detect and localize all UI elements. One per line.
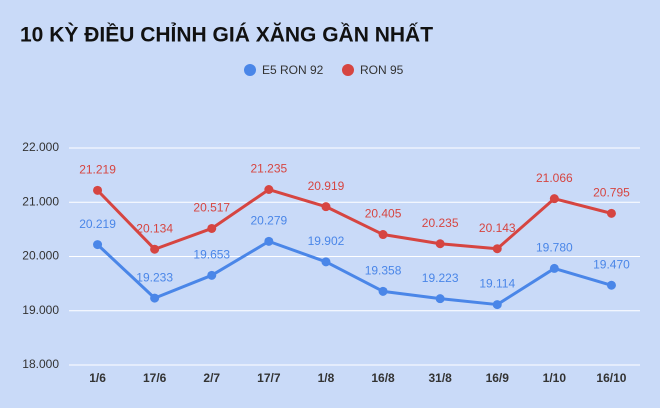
point [435, 294, 445, 304]
x-tick-label: 1/10 [543, 371, 567, 385]
series-line [96, 239, 612, 307]
point [606, 280, 616, 290]
value-label: 19.223 [422, 271, 459, 285]
point [492, 300, 502, 310]
x-tick-label: 16/9 [486, 371, 510, 385]
point [93, 240, 103, 250]
y-tick-label: 22.000 [22, 140, 59, 154]
value-label: 21.066 [536, 171, 573, 185]
x-tick-label: 1/8 [318, 371, 335, 385]
point [549, 263, 559, 273]
chart-title: 10 KỲ ĐIỀU CHỈNH GIÁ XĂNG GẦN NHẤT [20, 23, 433, 47]
y-tick-label: 21.000 [22, 194, 59, 208]
value-label: 20.219 [79, 217, 116, 231]
point [492, 244, 502, 254]
point [150, 293, 160, 303]
y-tick-label: 19.000 [22, 303, 59, 317]
x-tick-label: 17/6 [143, 371, 167, 385]
point [207, 223, 217, 233]
legend-label: E5 RON 92 [262, 63, 324, 77]
value-label: 19.902 [308, 234, 345, 248]
value-label: 20.405 [365, 207, 402, 221]
point [321, 202, 331, 212]
point [378, 230, 388, 240]
point [264, 185, 274, 195]
x-tick-label: 2/7 [203, 371, 220, 385]
y-tick-label: 20.000 [22, 249, 59, 263]
y-tick-label: 18.000 [22, 357, 59, 371]
value-label: 20.279 [250, 214, 287, 228]
point [549, 194, 559, 204]
point [150, 244, 160, 254]
value-label: 20.235 [422, 216, 459, 230]
x-tick-label: 31/8 [428, 371, 452, 385]
point [606, 208, 616, 218]
value-label: 20.134 [136, 221, 173, 235]
value-label: 19.470 [593, 257, 630, 271]
value-label: 20.795 [593, 186, 630, 200]
x-tick-label: 16/8 [371, 371, 395, 385]
value-label: 19.114 [479, 277, 515, 291]
point [378, 286, 388, 296]
legend-label: RON 95 [360, 63, 404, 77]
value-label: 19.653 [193, 247, 230, 261]
series-line [96, 188, 612, 251]
point [93, 185, 103, 195]
value-label: 20.919 [308, 179, 345, 193]
value-label: 20.517 [193, 201, 230, 215]
value-label: 21.235 [250, 162, 287, 176]
legend-marker [244, 64, 256, 76]
value-label: 21.219 [79, 163, 116, 177]
point [321, 257, 331, 267]
point [435, 239, 445, 249]
value-label: 19.358 [365, 264, 402, 278]
x-tick-label: 1/6 [89, 371, 106, 385]
value-label: 19.233 [136, 270, 173, 284]
x-tick-label: 16/10 [596, 371, 626, 385]
point [207, 270, 217, 280]
x-tick-label: 17/7 [257, 371, 281, 385]
value-label: 20.143 [479, 221, 516, 235]
legend-marker [342, 64, 354, 76]
point [264, 236, 274, 246]
value-label: 19.780 [536, 241, 573, 255]
